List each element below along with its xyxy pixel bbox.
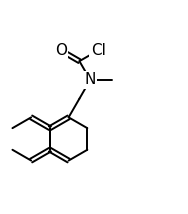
- Text: Cl: Cl: [91, 43, 106, 58]
- Text: N: N: [85, 72, 96, 87]
- Text: O: O: [55, 43, 67, 58]
